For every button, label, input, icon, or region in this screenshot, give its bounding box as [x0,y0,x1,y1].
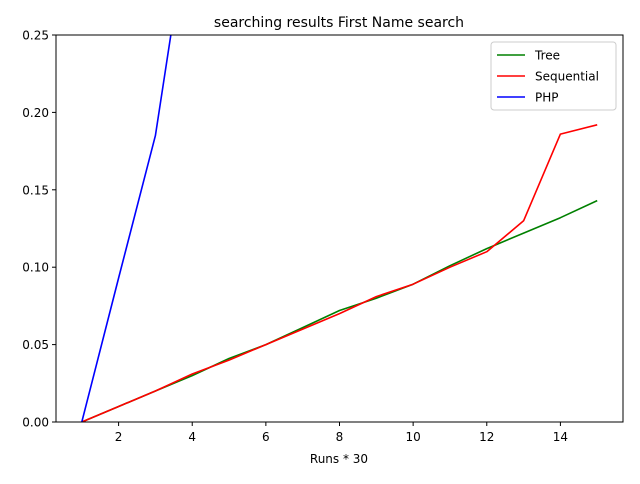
legend-box [490,41,617,111]
series-line-sequential [81,124,598,422]
x-tick-label: 10 [405,430,420,444]
legend: Tree Sequential PHP [490,41,617,111]
legend-label-php: PHP [535,91,559,105]
chart-title: searching results First Name search [214,15,464,31]
y-tick-label: 0.20 [22,106,49,120]
x-tick-label: 8 [336,430,344,444]
y-tick-label: 0.00 [22,416,49,430]
y-tick-label: 0.25 [22,29,49,43]
y-tick-label: 0.05 [22,338,49,352]
x-tick-label: 12 [479,430,494,444]
y-axis: 0.00 0.05 0.10 0.15 0.20 0.25 [22,29,56,430]
x-tick-label: 4 [188,430,196,444]
x-tick-label: 6 [262,430,270,444]
x-tick-label: 14 [553,430,568,444]
x-axis-label: Runs * 30 [310,452,368,466]
x-tick-label: 2 [115,430,123,444]
y-tick-label: 0.15 [22,183,49,197]
legend-label-sequential: Sequential [535,70,599,84]
y-tick-label: 0.10 [22,261,49,275]
x-axis: 2 4 6 8 10 12 14 [115,422,568,444]
legend-label-tree: Tree [534,49,560,63]
series-layer [81,35,598,422]
series-line-php [81,35,172,422]
